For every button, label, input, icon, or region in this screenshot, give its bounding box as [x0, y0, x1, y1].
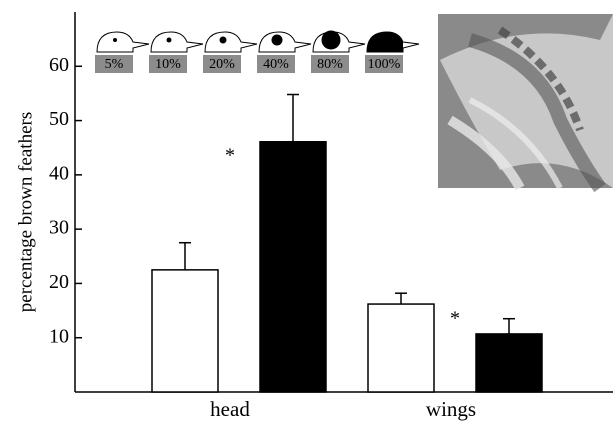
icon-label-bg [365, 55, 403, 73]
bar [367, 303, 435, 393]
significance-mark: * [450, 308, 460, 330]
feather-icon: 80% [311, 30, 366, 73]
brown-patch [367, 32, 403, 52]
head-outline [204, 31, 258, 53]
y-axis-label: percentage brown feathers [15, 112, 36, 312]
brown-patch [166, 37, 172, 43]
brown-patch [219, 36, 227, 44]
icon-label: 80% [317, 57, 343, 72]
y-tick-label: 30 [49, 217, 69, 239]
brown-patch [271, 34, 283, 46]
head-outline [258, 31, 312, 53]
photo-inset [438, 14, 613, 193]
brown-patch [113, 38, 117, 42]
icon-label-bg [149, 55, 187, 73]
feather-icon: 40% [257, 31, 312, 73]
feather-icon: 20% [203, 31, 258, 73]
y-tick-label: 40 [49, 162, 69, 184]
bar [475, 333, 543, 393]
bar [259, 140, 327, 393]
icon-label: 100% [368, 57, 401, 72]
head-outline [96, 31, 150, 53]
feather-icon: 5% [95, 31, 150, 73]
y-tick-label: 20 [49, 271, 69, 293]
icon-label: 10% [155, 57, 181, 72]
x-tick-label: wings [426, 397, 476, 421]
icon-label-bg [95, 55, 133, 73]
icon-label: 20% [209, 57, 235, 72]
feather-icon: 10% [149, 31, 204, 73]
icon-label-bg [257, 55, 295, 73]
brown-patch [321, 30, 341, 50]
x-tick-label: head [210, 397, 250, 421]
head-outline [150, 31, 204, 53]
significance-mark: * [225, 145, 235, 167]
y-tick-label: 10 [49, 325, 69, 347]
bar [151, 269, 219, 393]
y-tick-label: 50 [49, 108, 69, 130]
feather-icon: 100% [365, 31, 420, 73]
icon-label: 40% [263, 57, 289, 72]
icon-label-bg [203, 55, 241, 73]
icon-label-bg [311, 55, 349, 73]
y-tick-label: 60 [49, 54, 69, 76]
icon-label: 5% [105, 57, 124, 72]
